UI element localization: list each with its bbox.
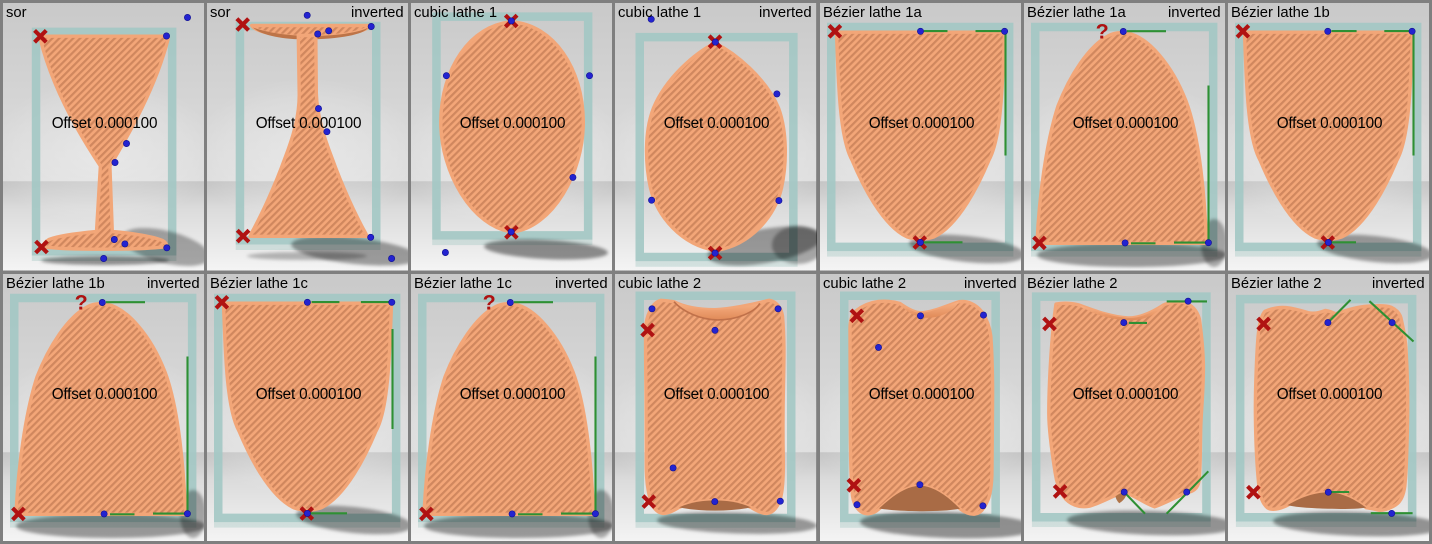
svg-text:sor: sor [210, 5, 231, 21]
svg-text:Offset 0.000100: Offset 0.000100 [1072, 115, 1178, 132]
svg-text:Offset 0.000100: Offset 0.000100 [256, 115, 362, 132]
svg-text:inverted: inverted [147, 275, 200, 291]
svg-text:inverted: inverted [555, 275, 608, 291]
svg-text:cubic lathe 1: cubic lathe 1 [414, 5, 497, 21]
svg-text:Offset 0.000100: Offset 0.000100 [52, 385, 158, 402]
svg-text:cubic lathe 2: cubic lathe 2 [618, 275, 701, 291]
svg-text:Bézier lathe 1a: Bézier lathe 1a [1027, 5, 1126, 21]
svg-text:inverted: inverted [759, 5, 812, 21]
svg-text:Offset 0.000100: Offset 0.000100 [1072, 385, 1178, 402]
svg-text:Bézier lathe 1c: Bézier lathe 1c [414, 275, 512, 291]
svg-text:inverted: inverted [351, 5, 404, 21]
svg-text:Offset 0.000100: Offset 0.000100 [460, 115, 566, 132]
svg-text:Bézier lathe 2: Bézier lathe 2 [1231, 275, 1321, 291]
svg-text:inverted: inverted [1168, 5, 1221, 21]
svg-text:Offset 0.000100: Offset 0.000100 [1277, 115, 1383, 132]
svg-text:Offset 0.000100: Offset 0.000100 [868, 385, 974, 402]
svg-text:Bézier lathe 1b: Bézier lathe 1b [6, 275, 105, 291]
svg-text:Bézier lathe 1b: Bézier lathe 1b [1231, 5, 1330, 21]
svg-text:cubic lathe 2: cubic lathe 2 [823, 275, 906, 291]
svg-text:Offset 0.000100: Offset 0.000100 [52, 115, 158, 132]
svg-text:Offset 0.000100: Offset 0.000100 [256, 385, 362, 402]
svg-text:Offset 0.000100: Offset 0.000100 [664, 115, 770, 132]
svg-text:?: ? [483, 290, 496, 314]
svg-text:inverted: inverted [1372, 275, 1425, 291]
svg-text:Bézier lathe 2: Bézier lathe 2 [1027, 275, 1117, 291]
svg-text:?: ? [1095, 19, 1108, 43]
svg-text:sor: sor [6, 5, 27, 21]
svg-text:cubic lathe 1: cubic lathe 1 [618, 5, 701, 21]
svg-text:Offset 0.000100: Offset 0.000100 [460, 385, 566, 402]
svg-text:?: ? [75, 290, 88, 314]
svg-text:Offset 0.000100: Offset 0.000100 [664, 385, 770, 402]
svg-text:inverted: inverted [964, 275, 1017, 291]
svg-text:Bézier lathe 1c: Bézier lathe 1c [210, 275, 308, 291]
svg-text:Offset 0.000100: Offset 0.000100 [1277, 385, 1383, 402]
svg-text:Bézier lathe 1a: Bézier lathe 1a [823, 5, 922, 21]
svg-text:Offset 0.000100: Offset 0.000100 [868, 115, 974, 132]
